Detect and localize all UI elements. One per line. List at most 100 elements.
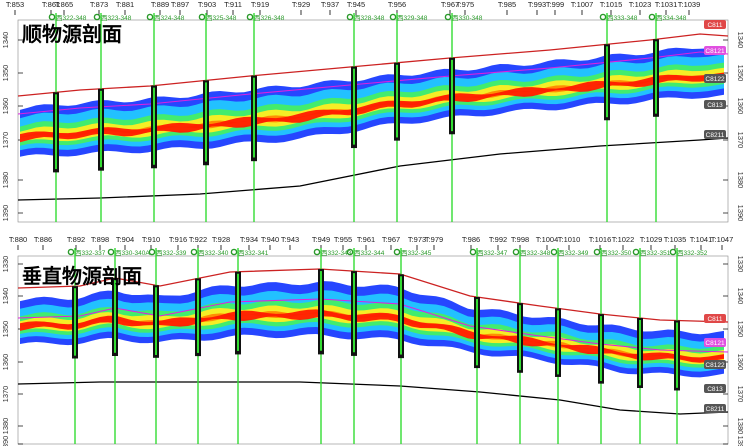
well-marker-icon: [107, 248, 115, 256]
layer-tag: [704, 20, 726, 29]
well-marker-icon: [389, 13, 397, 21]
well-name: 西325-348: [206, 14, 237, 22]
trace-label: T:967: [441, 0, 459, 9]
trace-label: T:892: [67, 235, 85, 244]
trace-label: T:903: [198, 0, 216, 9]
trace-label: T:1023: [629, 0, 652, 9]
depth-label-left: 1340: [1, 288, 10, 305]
well-name: 西332-347: [477, 249, 508, 257]
layer-tag: [704, 338, 726, 347]
well-log-curve: [55, 94, 57, 170]
depth-label-right: 1360: [736, 354, 744, 371]
well-name: 西332-348: [520, 249, 551, 257]
trace-label: T:943: [281, 235, 299, 244]
well-marker-icon: [346, 248, 354, 256]
trace-label: T:998: [511, 235, 529, 244]
depth-label-right: 1350: [736, 321, 744, 338]
well-log-curve: [557, 310, 559, 375]
layer-tag-label: C813: [707, 386, 723, 393]
well-marker-icon: [48, 13, 56, 21]
well-name: 西332-341: [238, 249, 269, 257]
layer-tag: [704, 360, 726, 369]
layer-tag-label: C8121: [705, 340, 725, 347]
layer-tag-label: C811: [707, 316, 722, 323]
well-marker-icon: [230, 248, 238, 256]
well-log-curve: [155, 287, 157, 355]
trace-label: T:1022: [612, 235, 635, 244]
trace-label: T:1015: [600, 0, 623, 9]
section-title: 垂直物源剖面: [22, 264, 142, 288]
horizon-c8211: [17, 137, 729, 201]
well-marker-icon: [67, 248, 75, 256]
trace-label: T:1029: [640, 235, 663, 244]
trace-label: T:911: [224, 0, 242, 9]
well-log-curve: [320, 271, 322, 351]
trace-label: T:975: [456, 0, 474, 9]
trace-label: T:934: [240, 235, 258, 244]
well-name: 西332-345: [401, 249, 432, 257]
well-name: 西330-340A: [115, 249, 150, 257]
well-marker-icon: [198, 13, 206, 21]
depth-label-right: 1390: [736, 205, 744, 222]
well-marker-icon: [393, 248, 401, 256]
trace-label: T:865: [55, 0, 73, 9]
trace-label: T:940: [261, 235, 279, 244]
depth-label-left: 1360: [1, 98, 10, 115]
trace-label: T:1047: [711, 235, 734, 244]
layer-tag: [704, 130, 726, 139]
trace-label: T:955: [334, 235, 352, 244]
trace-label: T:928: [212, 235, 230, 244]
trace-label: T:897: [171, 0, 189, 9]
trace-label: T:973: [408, 235, 426, 244]
well-marker-icon: [648, 13, 656, 21]
depth-label-left: 1370: [1, 132, 10, 149]
horizon-c8121: [17, 298, 729, 353]
trace-label: T:937: [321, 0, 339, 9]
well-marker-icon: [146, 13, 154, 21]
trace-label: T:999: [546, 0, 564, 9]
perpendicular-source-section-plot: T:880 T:886 T:892 T:898 T:904 T:910 T:916 T:922…: [1, 235, 744, 446]
well-log-curve: [100, 90, 102, 168]
layer-tag: [704, 100, 726, 109]
layer-tag-label: C8211: [706, 132, 725, 139]
trace-label: T:1016: [589, 235, 612, 244]
well-name: 西332-344: [354, 249, 385, 257]
trace-label: T:1004: [536, 235, 559, 244]
trace-label: T:873: [90, 0, 108, 9]
layer-tag-label: C8122: [705, 362, 725, 369]
well-log-curve: [451, 59, 453, 132]
well-log-curve: [676, 322, 678, 388]
well-marker-icon: [669, 248, 677, 256]
well-log-curve: [600, 316, 602, 382]
depth-label-left: 1350: [1, 321, 10, 338]
well-name: 西323-348: [101, 14, 132, 22]
depth-label-right: 1390: [736, 436, 744, 446]
depth-label-right: 1350: [736, 65, 744, 82]
well-name: 西333-348: [607, 14, 638, 22]
trace-label: T:898: [91, 235, 109, 244]
trace-label: T:880: [9, 235, 27, 244]
horizon-c8211: [17, 381, 729, 415]
well-log-curve: [519, 305, 521, 371]
trace-label: T:979: [425, 235, 443, 244]
layer-tag: [704, 384, 726, 393]
well-log-curve: [114, 280, 116, 353]
well-name: 西326-348: [254, 14, 285, 22]
layer-tag-label: C811: [707, 22, 722, 29]
trace-label: T:853: [6, 0, 24, 9]
trace-label: T:1031: [655, 0, 678, 9]
well-name: 西334-348: [656, 14, 687, 22]
layer-tag-label: C8122: [705, 76, 725, 83]
trace-label: T:861: [42, 0, 60, 9]
well-log-curve: [153, 87, 155, 165]
trace-label: T:992: [489, 235, 507, 244]
trace-label: T:910: [142, 235, 160, 244]
well-log-curve: [639, 320, 641, 386]
well-name: 西330-348: [452, 14, 483, 22]
trace-label: T:886: [34, 235, 52, 244]
depth-label-right: 1330: [736, 256, 744, 273]
trace-label: T:993: [528, 0, 546, 9]
depth-label-right: 1370: [736, 132, 744, 149]
depth-label-right: 1380: [736, 172, 744, 189]
